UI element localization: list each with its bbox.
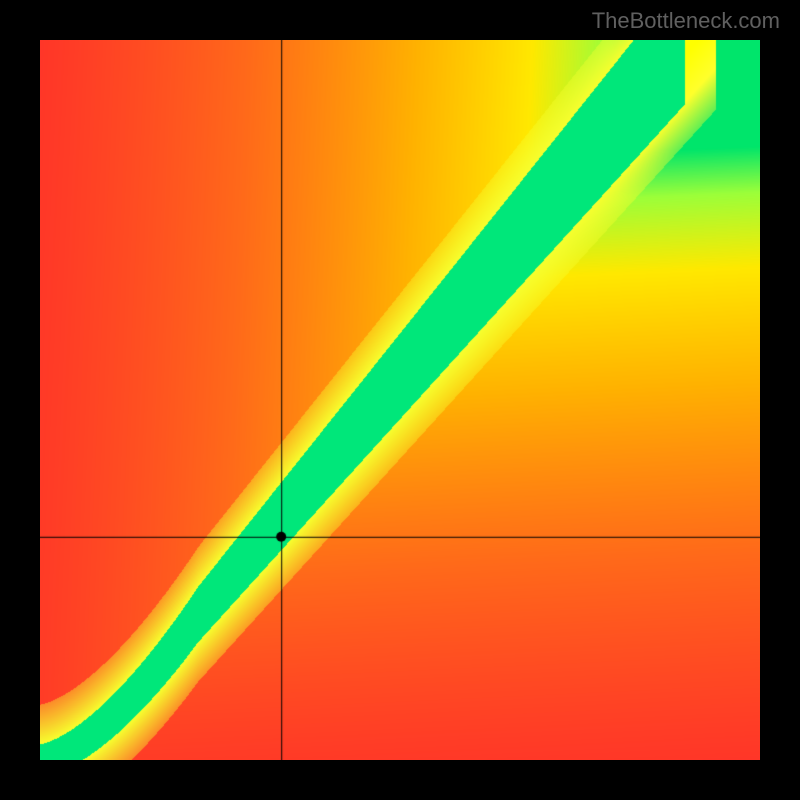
bottleneck-heatmap — [40, 40, 760, 760]
heatmap-canvas — [40, 40, 760, 760]
watermark-text: TheBottleneck.com — [592, 8, 780, 34]
